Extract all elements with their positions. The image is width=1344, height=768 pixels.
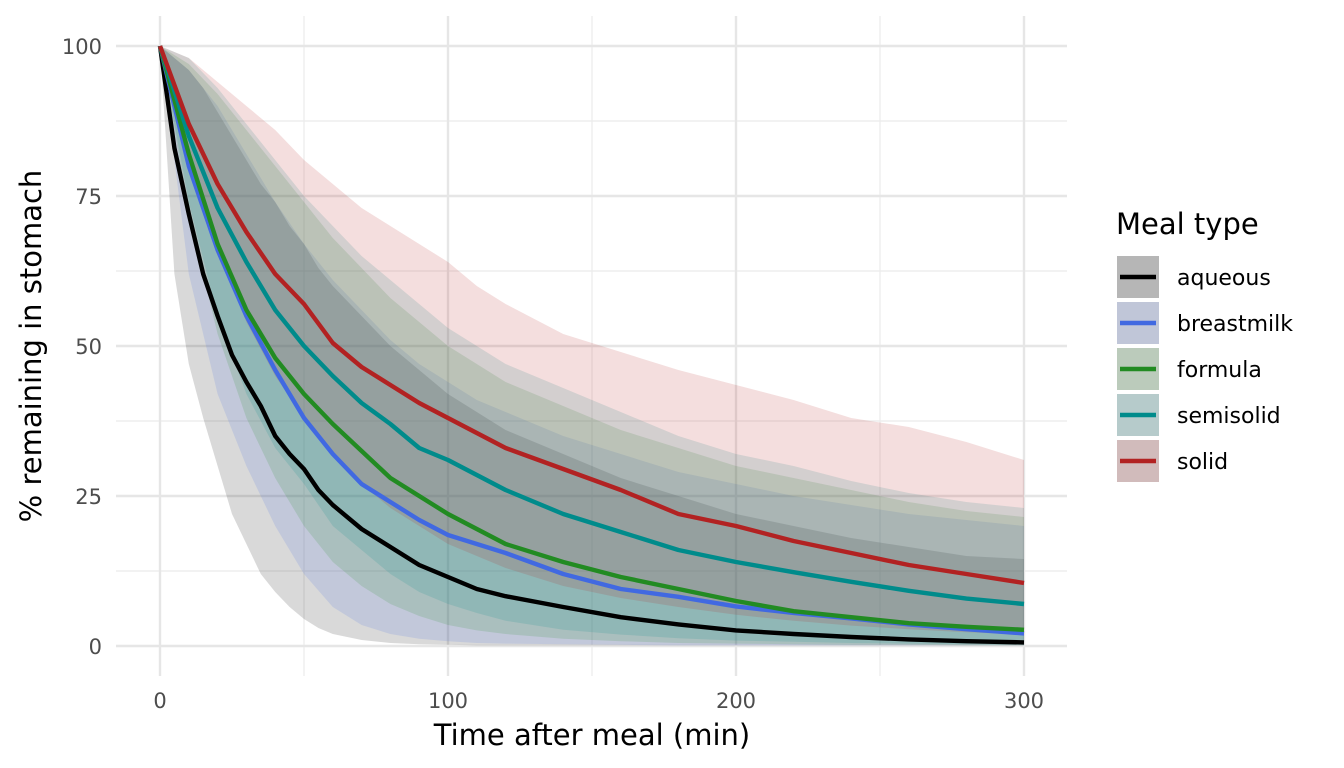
line-aqueous [157,45,1025,645]
line-semisolid [157,45,1025,607]
y-tick-label: 50 [75,335,102,359]
legend-label-breastmilk: breastmilk [1177,312,1293,337]
major-gridlines [116,16,1067,676]
line-solid [157,45,1025,586]
legend-label-formula: formula [1177,358,1262,383]
legend-label-semisolid: semisolid [1177,404,1281,429]
y-tick-label: 100 [62,35,102,59]
series-lines [157,45,1025,645]
x-axis-tick-labels: 0 100 200 300 [153,689,1044,713]
x-tick-label: 0 [153,689,166,713]
y-tick-label: 0 [89,635,102,659]
x-tick-label: 200 [716,689,756,713]
x-tick-label: 100 [428,689,468,713]
x-axis-title: Time after meal (min) [433,718,750,752]
legend-label-solid: solid [1177,450,1228,475]
legend-label-aqueous: aqueous [1177,266,1271,291]
y-tick-label: 75 [75,185,102,209]
line-formula [157,45,1025,632]
legend: Meal type aqueous breastmilk formula semiso… [1116,207,1293,482]
y-tick-label: 25 [75,485,102,509]
ribbon-solid [160,46,1024,635]
y-axis-title: % remaining in stomach [14,170,48,523]
x-tick-label: 300 [1004,689,1044,713]
y-axis-tick-labels: 0 25 50 75 100 [62,35,102,659]
legend-title: Meal type [1116,207,1259,241]
